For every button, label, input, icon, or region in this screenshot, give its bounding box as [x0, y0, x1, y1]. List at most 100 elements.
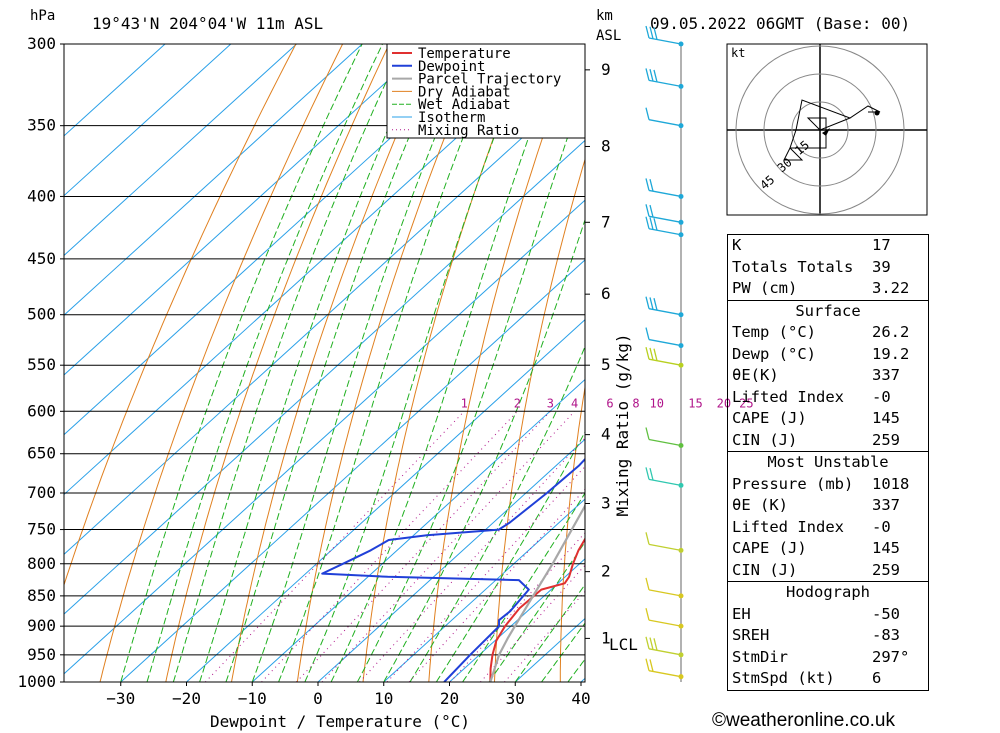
credit-text: weatheronline.co.uk — [726, 710, 895, 731]
credit-link[interactable]: ©weatheronline.co.uk — [712, 710, 895, 732]
mixing-ratio-label: 25 — [739, 396, 753, 410]
hodograph-ring — [791, 101, 849, 159]
wind-barb — [645, 427, 682, 447]
table-row: Totals Totals 39 — [732, 257, 891, 276]
wind-barb-shaft — [648, 358, 682, 366]
wet-adiabat-line — [120, 44, 363, 682]
wind-barb — [645, 296, 682, 316]
hodograph-ring — [763, 73, 877, 187]
wind-barb — [645, 532, 682, 551]
wind-barb-shaft — [648, 338, 682, 347]
wet-adiabat-line — [356, 85, 585, 682]
hodograph-trace — [783, 99, 881, 161]
plot-border — [63, 43, 586, 683]
wind-barb-flag — [649, 204, 654, 218]
table-row: Pressure (mb) 1018 — [732, 474, 910, 493]
legend-label: Temperature — [418, 46, 511, 62]
pressure-tick-label: 450 — [27, 249, 56, 268]
mixing-ratio-label: 2 — [514, 396, 521, 410]
pressure-tick-label: 1000 — [17, 672, 56, 691]
temperature-tick-label: 0 — [313, 689, 323, 708]
wind-barb-flag — [649, 179, 654, 192]
km-unit-label: km — [596, 8, 613, 24]
height-tick-label: 4 — [601, 425, 611, 444]
table-row: CAPE (J) 145 — [732, 539, 900, 557]
legend-label: Dry Adiabat — [418, 84, 511, 100]
datetime-title: 09.05.2022 06GMT (Base: 00) — [650, 14, 910, 33]
pressure-tick-label: 400 — [27, 186, 56, 205]
pressure-tick-label: 300 — [27, 34, 56, 53]
height-tick-label: 8 — [601, 136, 611, 155]
pressure-tick-label: 900 — [27, 616, 56, 635]
series-dewpoint — [321, 457, 585, 682]
wet-adiabat-line — [146, 44, 383, 682]
wind-barb-flag — [645, 532, 650, 545]
wind-barb-flag — [649, 297, 654, 310]
wind-barb-flag — [649, 217, 654, 230]
section-heading: Surface — [795, 301, 861, 320]
wind-barb-shaft — [648, 119, 682, 127]
mixing-ratio-line — [205, 410, 465, 682]
wet-adiabat-line — [514, 583, 585, 682]
wind-barb — [645, 347, 682, 366]
temperature-tick-label: 20 — [440, 689, 459, 708]
legend-label: Parcel Trajectory — [418, 72, 561, 88]
sounding-profiles — [321, 457, 585, 682]
wind-barb — [645, 636, 682, 656]
isotherm-line — [64, 44, 297, 257]
legend-label: Isotherm — [418, 110, 485, 126]
x-axis-label: Dewpoint / Temperature (°C) — [210, 712, 470, 731]
isotherm-line — [64, 139, 585, 615]
wind-barb — [645, 68, 682, 88]
wind-barb-shaft — [648, 543, 682, 551]
series-temperature — [489, 537, 585, 682]
wind-barb-shaft — [648, 308, 682, 316]
isotherm-line — [64, 44, 495, 436]
wind-barb-flag — [645, 577, 650, 591]
wet-adiabat-line — [435, 430, 585, 682]
wind-barb-flag — [645, 427, 650, 440]
wind-barb — [645, 216, 682, 236]
wind-barb-column — [645, 25, 684, 682]
mixing-ratio-label: 4 — [571, 396, 578, 410]
wind-barb — [645, 467, 682, 487]
isotherm-line — [449, 558, 585, 682]
pressure-tick-label: 750 — [27, 520, 56, 539]
legend-label: Mixing Ratio — [418, 123, 519, 139]
height-axis: 1 2 3 4 5 6 7 8 9 LCL — [585, 60, 638, 654]
pressure-tick-label: 350 — [27, 116, 56, 135]
height-tick-label: 1 — [601, 628, 611, 647]
table-row: Dewp (°C) 19.2 — [732, 344, 910, 363]
mixing-ratio-line — [261, 410, 518, 682]
isotherm-line — [120, 259, 585, 682]
mixing-ratio-labels: 1 2 3 4 6 8 10 15 20 25 — [461, 396, 754, 410]
pressure-axis: 300 350 400 450 500 550 600 650 700 750 800 850 900 9… — [17, 34, 64, 691]
mixing-ratio-axis-label: Mixing Ratio (g/kg) — [613, 333, 632, 516]
wet-adiabat-line — [251, 44, 474, 682]
hodograph-unit-label: kt — [731, 46, 745, 60]
most-unstable-section: Most Unstable Pressure (mb) 1018 θE (K) 33… — [728, 451, 928, 581]
temperature-tick-label: −20 — [172, 689, 201, 708]
wind-barb-flag — [645, 467, 650, 480]
table-row: CIN (J) 259 — [732, 430, 900, 449]
wind-barb-flag — [645, 327, 650, 340]
wind-barb-flag — [645, 658, 650, 671]
hodograph-section: Hodograph EH -50 SREH -83 StmDir 297° StmSp… — [728, 581, 928, 690]
mixing-ratio-label: 1 — [461, 396, 468, 410]
mixing-ratio-line — [296, 410, 551, 682]
isotherm-line — [64, 44, 232, 197]
wind-barb — [645, 577, 682, 597]
table-row: K 17 — [732, 236, 891, 254]
wet-adiabat-line — [330, 44, 564, 682]
wind-barb-flag — [649, 69, 654, 82]
table-row: θE(K) 337 — [732, 366, 900, 384]
height-tick-label: 2 — [601, 562, 611, 581]
wind-barb-shaft — [648, 215, 682, 223]
wind-barb-flag — [653, 298, 658, 311]
lcl-label: LCL — [609, 635, 638, 654]
mixing-ratio-label: 6 — [606, 396, 613, 410]
table-row: Lifted Index -0 — [732, 387, 891, 406]
wind-barb-shaft — [648, 228, 682, 236]
dry-adiabat-line — [976, 44, 1000, 682]
